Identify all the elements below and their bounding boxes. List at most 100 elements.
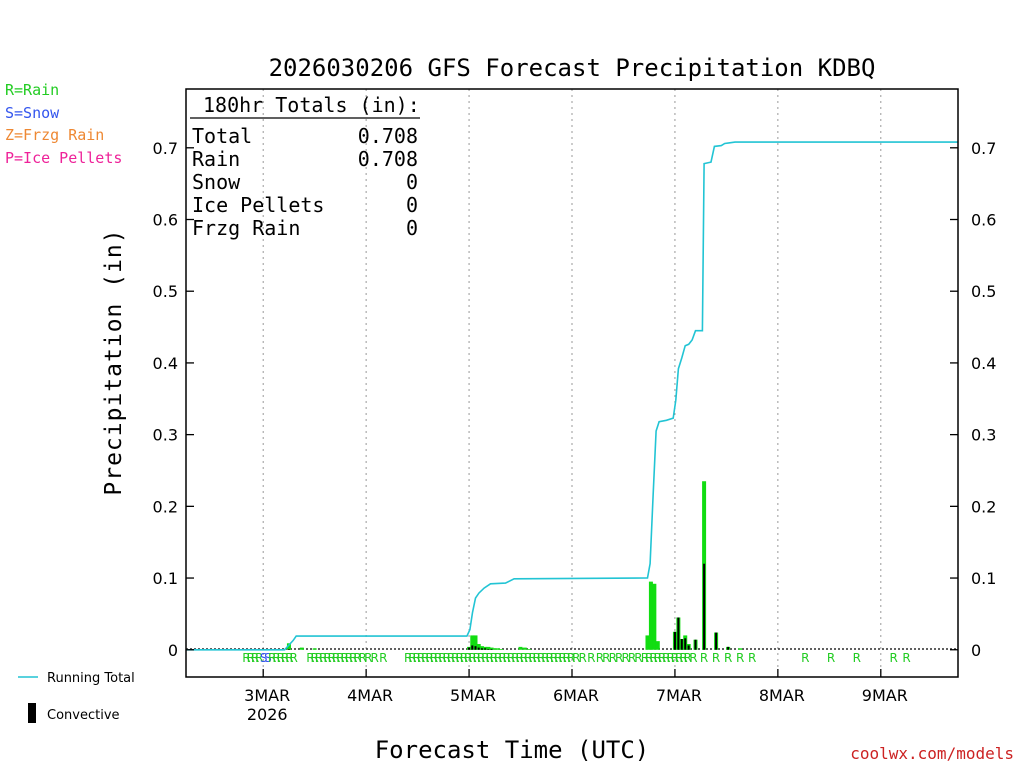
ptype-marker: R <box>587 651 595 665</box>
y-tick-label-left: 0.3 <box>153 426 178 445</box>
y-tick-label-left: 0.6 <box>153 211 178 230</box>
ptype-marker: R <box>516 651 524 665</box>
legend-ice-pellets: P=Ice Pellets <box>5 149 122 167</box>
ptype-marker: R <box>558 651 566 665</box>
y-axis-label: Precipitation (in) <box>101 228 127 495</box>
precip-bar <box>476 644 481 650</box>
ptype-marker: R <box>615 651 623 665</box>
ptype-marker: R <box>451 651 459 665</box>
ptype-marker: R <box>736 651 744 665</box>
precip-bar <box>652 583 657 650</box>
y-tick-label-left: 0.7 <box>153 139 178 158</box>
frzg-rain-label: Frzg Rain <box>192 216 300 240</box>
precip-bar <box>486 646 491 650</box>
credit-link[interactable]: coolwx.com/models <box>850 744 1014 763</box>
y-tick-label-right: 0.4 <box>971 354 996 373</box>
ptype-marker: R <box>645 651 653 665</box>
y-tick-label-left: 0.4 <box>153 354 178 373</box>
convective-bar <box>687 645 690 650</box>
totals-box: 180hr Totals (in): Total 0.708 Rain 0.70… <box>190 93 420 240</box>
ptype-marker: R <box>533 651 541 665</box>
y-tick-label-right: 0.6 <box>971 211 996 230</box>
ptype-marker: R <box>494 651 502 665</box>
ice-pellets-value: 0 <box>406 193 418 217</box>
ptype-marker: S <box>260 651 268 665</box>
ptype-marker: R <box>255 651 263 665</box>
ptype-marker: R <box>579 651 587 665</box>
ptype-marker: R <box>641 651 649 665</box>
ptype-marker: R <box>602 651 610 665</box>
ptype-marker: R <box>359 651 367 665</box>
convective-bar <box>477 647 480 650</box>
convective-bar <box>727 646 730 650</box>
ptype-marker: R <box>520 651 528 665</box>
convective-bar <box>487 649 490 650</box>
convective-legend-swatch <box>28 703 36 723</box>
ptype-marker: R <box>315 651 323 665</box>
ptype-marker: R <box>289 651 297 665</box>
x-tick-label: 9MAR <box>862 686 908 705</box>
ptype-marker: R <box>675 651 683 665</box>
running-total-legend-label: Running Total <box>47 671 135 686</box>
legend-snow: S=Snow <box>5 104 60 122</box>
convective-legend-label: Convective <box>47 708 120 723</box>
ptype-marker: R <box>572 651 580 665</box>
running-total-line <box>186 141 958 651</box>
ptype-marker: R <box>242 651 250 665</box>
convective-bar <box>468 647 471 650</box>
convective-bar <box>694 639 697 650</box>
ptype-marker: R <box>443 651 451 665</box>
x-tick-label: 6MAR <box>553 686 599 705</box>
precip-bar <box>492 648 497 650</box>
y-tick-label-right: 0.3 <box>971 426 996 445</box>
chart-title: 2026030206 GFS Forecast Precipitation KD… <box>269 54 876 82</box>
totals-heading: 180hr Totals (in): <box>203 93 420 117</box>
ptype-marker: R <box>310 651 318 665</box>
ptype-marker: R <box>430 651 438 665</box>
total-value: 0.708 <box>358 124 418 148</box>
ptype-marker: R <box>349 651 357 665</box>
ptype-marker: R <box>666 651 674 665</box>
x-tick-label: 8MAR <box>759 686 805 705</box>
ptype-marker: R <box>485 651 493 665</box>
ptype-marker: R <box>712 651 720 665</box>
snow-value: 0 <box>406 170 418 194</box>
ptype-marker: S <box>264 651 272 665</box>
ptype-marker: R <box>563 651 571 665</box>
convective-bar <box>480 648 483 650</box>
ptype-marker: R <box>353 651 361 665</box>
ptype-marker: R <box>503 651 511 665</box>
ptype-marker: R <box>827 651 835 665</box>
x-tick-label: 7MAR <box>656 686 702 705</box>
convective-bar <box>287 649 290 650</box>
convective-bar <box>474 646 477 650</box>
ptype-marker: R <box>621 651 629 665</box>
y-tick-label-right: 0.5 <box>971 282 996 301</box>
convective-bar <box>703 563 706 650</box>
ptype-marker: R <box>490 651 498 665</box>
ptype-marker: R <box>628 651 636 665</box>
ptype-marker: R <box>379 651 387 665</box>
convective-bar <box>677 617 680 650</box>
x-axis-label: Forecast Time (UTC) <box>375 736 650 764</box>
ptype-marker: R <box>679 651 687 665</box>
ptype-marker: R <box>328 651 336 665</box>
ptype-marker: R <box>404 651 412 665</box>
ptype-marker: R <box>481 651 489 665</box>
ptype-marker: R <box>447 651 455 665</box>
precip-bar <box>738 648 743 650</box>
ptype-marker: R <box>524 651 532 665</box>
ptype-marker: R <box>438 651 446 665</box>
ptype-marker: R <box>567 651 575 665</box>
precip-bar <box>648 581 653 650</box>
precip-bar <box>522 647 527 650</box>
precip-bars <box>286 481 743 650</box>
convective-bar <box>471 645 474 650</box>
ptype-marker: R <box>460 651 468 665</box>
ptype-marker: R <box>364 651 372 665</box>
precip-bar <box>473 635 478 650</box>
ptype-marker: R <box>251 651 259 665</box>
precip-bar <box>479 646 484 650</box>
